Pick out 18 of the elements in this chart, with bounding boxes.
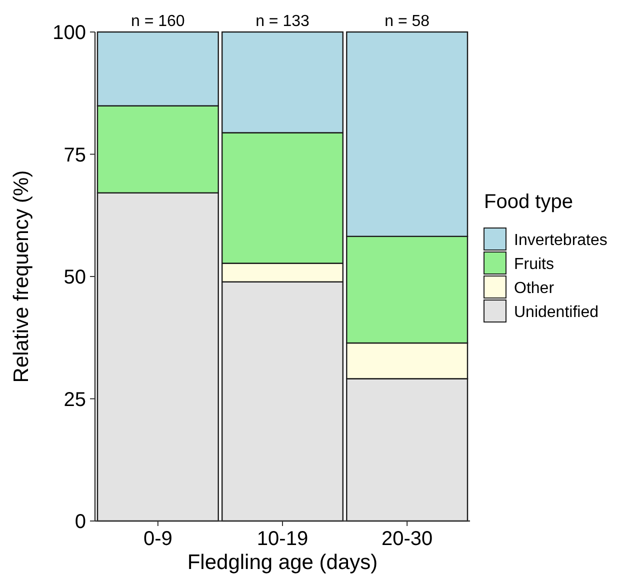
x-tick-label: 20-30 bbox=[382, 528, 433, 550]
x-tick-label: 10-19 bbox=[256, 528, 308, 550]
y-tick-label: 25 bbox=[64, 388, 86, 411]
legend-label: Fruits bbox=[514, 256, 554, 273]
y-tick-label: 75 bbox=[64, 144, 86, 166]
legend-label: Invertebrates bbox=[514, 232, 608, 249]
x-axis-title: Fledgling age (days) bbox=[187, 551, 378, 574]
annotation: n = 58 bbox=[384, 13, 430, 30]
y-tick-label: 50 bbox=[64, 266, 86, 288]
legend-title: Food type bbox=[484, 191, 573, 213]
y-tick-label: 0 bbox=[74, 511, 86, 533]
annotation: n = 133 bbox=[256, 13, 310, 30]
legend-label: Other bbox=[514, 280, 555, 297]
y-axis-title: Relative frequency (%) bbox=[10, 170, 33, 383]
legend-label: Unidentified bbox=[514, 304, 598, 321]
annotation: n = 160 bbox=[131, 13, 185, 30]
x-tick-label: 0-9 bbox=[143, 528, 172, 550]
y-tick-label: 100 bbox=[52, 22, 86, 44]
